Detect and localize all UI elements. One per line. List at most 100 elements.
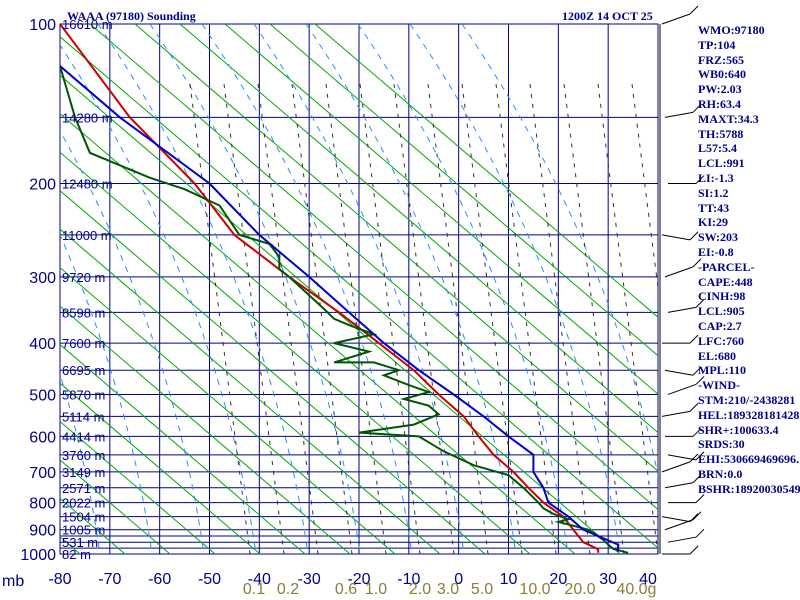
stat-line: HEL:189328181428 xyxy=(698,407,800,422)
mixing-ratio-label: 40.0 xyxy=(616,581,647,598)
wind-barb xyxy=(667,306,697,313)
height-label: 16610 m xyxy=(62,17,113,32)
wind-barb-flag xyxy=(695,299,705,308)
mixing-ratio-label: 0.1 xyxy=(243,581,265,598)
temperature-tick-label: 40 xyxy=(639,571,657,588)
pressure-label: 800 xyxy=(29,496,56,513)
height-label: 3760 m xyxy=(62,448,105,463)
mixing-ratio-label: 0.2 xyxy=(277,581,299,598)
stat-line: FRZ:565 xyxy=(698,52,744,67)
dry-adiabat xyxy=(60,74,621,554)
mixing-ratio-label: 3.0 xyxy=(437,581,459,598)
wind-barb xyxy=(661,461,691,473)
height-label: 3149 m xyxy=(62,465,105,480)
temperature-tick-label: -60 xyxy=(148,571,171,588)
wind-barb xyxy=(664,482,694,489)
height-label: 9720 m xyxy=(62,270,105,285)
pressure-label: 600 xyxy=(29,429,56,446)
stat-line: BSHR:189200305490 xyxy=(698,481,800,496)
wind-barb xyxy=(664,369,694,376)
moist-adiabat xyxy=(60,44,257,554)
mixing-ratio-label: 10.0 xyxy=(519,581,550,598)
dry-adiabat xyxy=(60,343,306,554)
moist-adiabats xyxy=(60,24,658,554)
stat-line: TP:104 xyxy=(698,37,736,52)
height-label: 1504 m xyxy=(62,510,105,525)
wind-barb xyxy=(661,234,691,241)
pressure-label: 700 xyxy=(29,465,56,482)
stat-line: SW:203 xyxy=(698,230,739,245)
dry-adiabat xyxy=(60,228,441,554)
stat-line: RH:63.4 xyxy=(698,96,741,111)
stat-line: SI:1.2 xyxy=(698,185,729,200)
dry-adiabat xyxy=(224,24,658,395)
y-unit-label: mb xyxy=(2,573,24,590)
wind-barb-flag xyxy=(695,528,705,538)
height-label: 12480 m xyxy=(62,177,113,192)
moist-adiabat xyxy=(305,24,517,554)
stat-line: SRDS:30 xyxy=(698,437,745,452)
stat-line: STM:210/-2438281 xyxy=(698,392,796,407)
wind-barb-flag xyxy=(692,366,702,376)
dry-adiabat xyxy=(60,420,216,554)
dry-adiabat xyxy=(89,24,658,511)
stat-line: EL:680 xyxy=(698,348,737,363)
wind-barb-flag xyxy=(695,494,705,503)
wind-barb xyxy=(667,454,697,461)
dry-adiabat xyxy=(60,190,486,554)
moist-adiabat xyxy=(97,24,309,554)
dry-adiabat xyxy=(60,305,351,554)
stat-line: LCL:905 xyxy=(698,304,745,319)
wind-barb-flag xyxy=(689,545,699,555)
mixing-ratio-label: g xyxy=(648,581,657,598)
wind-barb-flag xyxy=(689,334,699,344)
height-label: 14280 m xyxy=(62,110,113,125)
temperature-tick-label: 20 xyxy=(549,571,567,588)
wind-barb-flag xyxy=(695,376,705,385)
wind-barb-flag xyxy=(692,511,702,521)
moist-adiabat xyxy=(149,24,361,554)
stat-line: L57:5.4 xyxy=(698,141,737,156)
temperature-tick-label: -10 xyxy=(397,571,420,588)
wind-barb xyxy=(664,111,694,118)
wind-barb-flag xyxy=(692,428,702,437)
wind-barb xyxy=(664,519,694,531)
temperature-tick-label: -20 xyxy=(347,571,370,588)
mixing-ratio-line xyxy=(189,83,251,554)
height-label: 5870 m xyxy=(62,387,105,402)
mixing-ratio-label: 1.0 xyxy=(365,581,387,598)
dry-adiabat xyxy=(60,266,396,554)
wind-barb xyxy=(661,410,691,417)
sounding-time: 1200Z 14 OCT 25 xyxy=(562,9,653,23)
moist-adiabat xyxy=(60,233,153,554)
pressure-label: 200 xyxy=(29,177,56,194)
stat-line: KI:29 xyxy=(698,215,728,230)
mixing-ratio-label: 5.0 xyxy=(471,581,493,598)
stat-line: LCL:991 xyxy=(698,156,745,171)
wind-barb-flag xyxy=(692,103,702,113)
temperature-tick-label: -30 xyxy=(298,571,321,588)
dry-adiabat xyxy=(269,24,658,357)
dry-adiabat xyxy=(60,459,171,554)
height-label: 11000 m xyxy=(62,228,112,243)
stat-line: -PARCEL- xyxy=(698,259,755,274)
dry-adiabats xyxy=(60,24,658,554)
height-label: 7600 m xyxy=(62,336,105,351)
height-label: 8598 m xyxy=(62,305,105,320)
dry-adiabat xyxy=(134,24,658,472)
mixing-ratio-line xyxy=(291,83,353,554)
temperature-tick-label: -50 xyxy=(198,571,221,588)
wind-barb xyxy=(667,383,697,395)
series-temperature xyxy=(60,24,600,553)
pressure-label: 1000 xyxy=(20,547,56,564)
stat-line: CAPE:448 xyxy=(698,274,753,289)
series-dewpoint xyxy=(60,65,629,554)
wind-barb xyxy=(664,266,694,278)
stability-indices-panel: WMO:97180 TP:104 FRZ:565 WB0:640 PW:2.03 RH:6… xyxy=(698,23,800,497)
height-label: 4414 m xyxy=(62,429,105,444)
wind-barb-flag xyxy=(689,453,699,463)
stat-line: EI:-0.8 xyxy=(698,244,734,259)
temperature-tick-label: -40 xyxy=(248,571,271,588)
moist-adiabat xyxy=(461,24,658,478)
